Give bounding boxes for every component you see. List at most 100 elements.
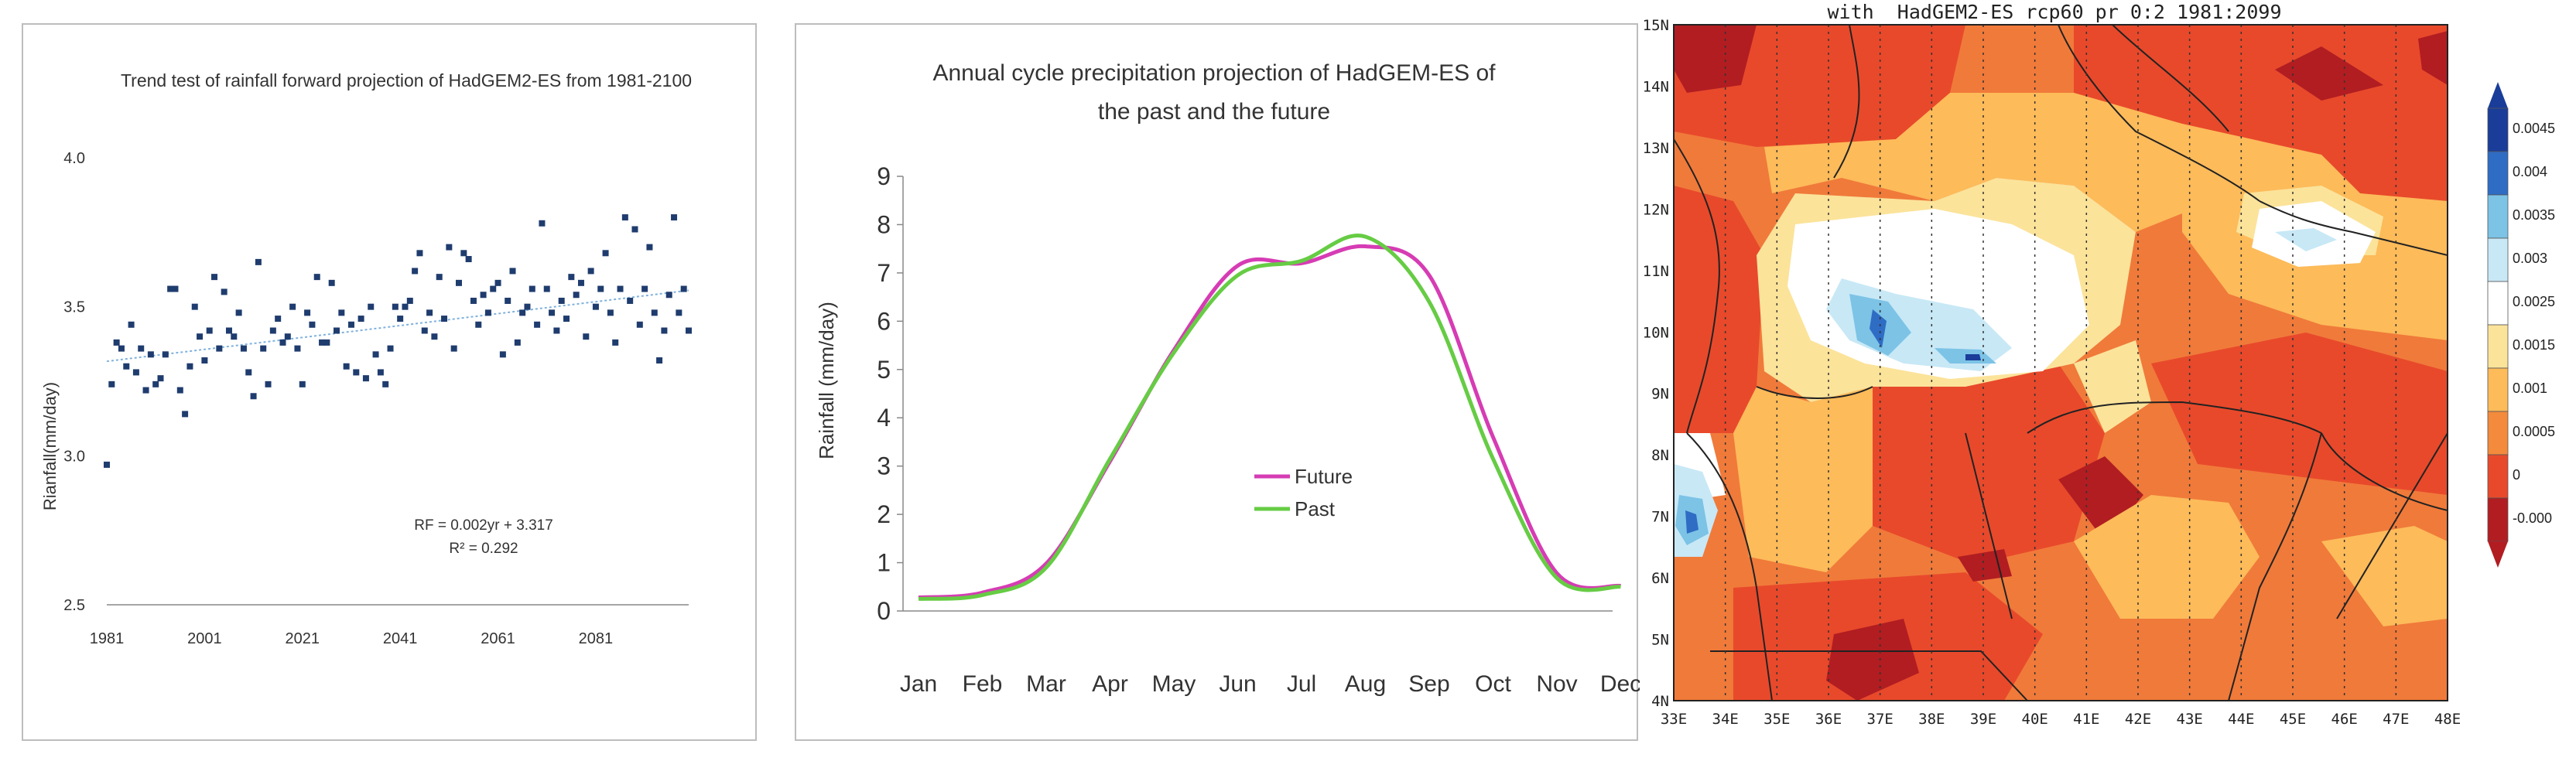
map-lat-label: 11N [1643, 263, 1669, 280]
map-lon-label: 43E [2177, 711, 2203, 728]
scatter-point [446, 244, 453, 251]
map-lon-label: 34E [1712, 711, 1739, 728]
scatter-point [480, 292, 487, 299]
scatter-point [294, 345, 301, 352]
scatter-point [372, 351, 379, 358]
scatter-point [309, 321, 316, 328]
scatter-point [182, 411, 189, 418]
colorbar-label: 0.001 [2513, 380, 2547, 396]
legend-future-label: Future [1295, 465, 1353, 488]
map-lon-label: 39E [1970, 711, 1996, 728]
line-xtick-label: Apr [1092, 671, 1128, 697]
scatter-point [186, 363, 193, 370]
scatter-point [470, 297, 477, 304]
line-ytick-label: 8 [877, 210, 891, 238]
scatter-point [587, 268, 594, 275]
scatter-point [313, 274, 320, 281]
r-squared: R² = 0.292 [449, 541, 518, 557]
line-legend: Future Past [1254, 465, 1353, 520]
line-xtick-label: Oct [1475, 671, 1511, 697]
line-xtick-label: May [1152, 671, 1196, 697]
line-ylabel: Rainfall (mm/day) [815, 302, 838, 459]
map-lat-label: 15N [1643, 17, 1669, 34]
scatter-point [211, 274, 218, 281]
scatter-point [505, 297, 511, 304]
scatter-point [357, 316, 364, 322]
map-lat-label: 9N [1651, 386, 1669, 403]
scatter-point [260, 345, 267, 352]
scatter-point [539, 220, 546, 227]
scatter-point [142, 387, 149, 394]
scatter-point [397, 316, 404, 322]
colorbar-top-arrow [2488, 82, 2508, 108]
colorbar-swatch [2487, 367, 2509, 412]
scatter-point [338, 309, 345, 316]
scatter-point [172, 285, 179, 292]
scatter-point [176, 387, 183, 394]
scatter-point [450, 345, 457, 352]
scatter-xtick-label: 2081 [579, 630, 614, 647]
scatter-point [255, 258, 262, 265]
scatter-point [275, 316, 282, 322]
scatter-point [671, 214, 678, 221]
map-lon-label: 40E [2022, 711, 2048, 728]
scatter-point [583, 333, 590, 340]
trend-scatter-panel: Trend test of rainfall forward projectio… [22, 23, 757, 741]
line-xtick-label: Jun [1219, 671, 1256, 697]
annual-cycle-panel: Annual cycle precipitation projection of… [795, 23, 1640, 741]
line-ytick-label: 1 [877, 549, 891, 577]
scatter-ytick-label: 2.5 [63, 597, 85, 614]
scatter-point [406, 297, 413, 304]
scatter-point [392, 303, 399, 310]
scatter-point [152, 380, 159, 387]
colorbar-swatch [2487, 411, 2509, 456]
scatter-point [553, 327, 560, 334]
scatter-point [402, 303, 409, 310]
scatter-point [426, 309, 433, 316]
map-frame [1673, 24, 2448, 701]
map-lat-label: 6N [1651, 570, 1669, 587]
colorbar-swatch [2487, 497, 2509, 542]
scatter-point [245, 369, 252, 376]
colorbar-bottom-arrow [2488, 541, 2508, 568]
scatter-point [460, 250, 467, 257]
scatter-point [416, 250, 423, 257]
scatter-point [490, 285, 497, 292]
map-lat-label: 7N [1651, 509, 1669, 526]
line-xtick-label: Feb [963, 671, 1003, 697]
map-lat-label: 13N [1643, 140, 1669, 157]
scatter-point [509, 268, 516, 275]
scatter-point [113, 339, 120, 346]
scatter-point [646, 244, 653, 251]
map-lon-label: 41E [2073, 711, 2099, 728]
scatter-point [191, 303, 198, 310]
scatter-point [167, 285, 174, 292]
colorbar-swatch [2487, 237, 2509, 282]
map-lon-label: 36E [1815, 711, 1842, 728]
scatter-point [284, 333, 291, 340]
trend-scatter-chart: Trend test of rainfall forward projectio… [40, 70, 692, 647]
line-title-line1: Annual cycle precipitation projection of… [932, 60, 1496, 86]
scatter-point [524, 303, 531, 310]
scatter-point [235, 309, 242, 316]
line-ytick-label: 3 [877, 452, 891, 480]
scatter-point [328, 279, 335, 286]
scatter-point [436, 274, 443, 281]
scatter-xtick-label: 2041 [383, 630, 418, 647]
scatter-point [362, 375, 369, 382]
map-boundaries [1674, 25, 2448, 701]
scatter-point [656, 357, 663, 364]
scatter-point [343, 363, 350, 370]
line-xtick-label: Nov [1536, 671, 1577, 697]
map-title: with HadGEM2-ES rcp60 pr 0:2 1981:2099 [1828, 1, 2282, 23]
map-lat-label: 5N [1651, 632, 1669, 649]
map-lat-label: 8N [1651, 447, 1669, 464]
line-xtick-label: Jul [1287, 671, 1316, 697]
line-xtick-label: Sep [1408, 671, 1449, 697]
trendline [106, 289, 689, 363]
map-lat-label: 4N [1651, 693, 1669, 710]
scatter-point [304, 309, 311, 316]
colorbar-swatch [2487, 151, 2509, 196]
scatter-xtick-label: 1981 [90, 630, 125, 647]
map-lon-label: 46E [2331, 711, 2358, 728]
